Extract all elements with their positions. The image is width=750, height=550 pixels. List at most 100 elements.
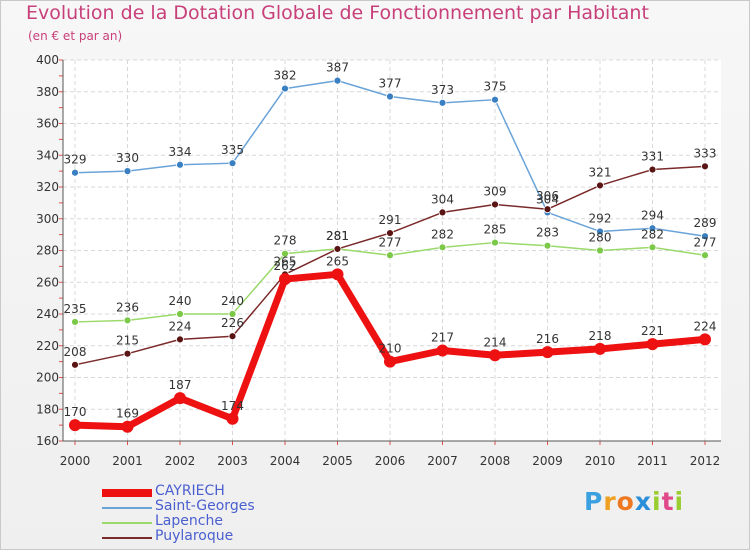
data-label: 265	[326, 254, 349, 268]
data-point	[281, 249, 289, 258]
data-label: 304	[536, 192, 559, 206]
data-label: 291	[379, 213, 402, 227]
proxiti-logo: Proxiti	[584, 487, 684, 516]
x-tick-label: 2004	[270, 454, 301, 468]
data-point	[331, 268, 344, 281]
data-label: 387	[326, 61, 349, 75]
legend-swatch-saint-georges	[102, 506, 152, 509]
data-label: 215	[116, 334, 139, 348]
data-point	[436, 344, 449, 357]
data-label: 236	[116, 300, 139, 314]
data-point	[491, 200, 499, 209]
data-point	[174, 392, 186, 405]
data-point	[123, 167, 132, 176]
data-point	[176, 310, 184, 318]
x-tick-label: 2003	[217, 454, 248, 468]
data-label: 309	[484, 184, 507, 198]
data-point	[489, 349, 501, 362]
data-point	[541, 346, 554, 359]
y-tick-label: 200	[36, 371, 59, 385]
data-point	[228, 159, 237, 168]
data-point	[71, 168, 79, 177]
legend-label-cayriech: CAYRIECH	[155, 483, 225, 499]
data-point	[701, 232, 709, 241]
data-label: 240	[169, 294, 192, 308]
data-label: 169	[116, 407, 139, 421]
data-label: 304	[431, 192, 454, 206]
data-point	[71, 318, 79, 326]
data-point	[701, 162, 709, 171]
data-point	[176, 160, 184, 169]
data-label: 278	[274, 234, 297, 248]
y-tick-label: 300	[36, 212, 59, 226]
data-label: 210	[379, 342, 402, 356]
data-label: 282	[431, 227, 454, 241]
data-label: 265	[274, 254, 297, 268]
data-label: 277	[379, 235, 402, 249]
data-point	[123, 316, 132, 325]
data-point	[228, 332, 237, 341]
logo-letter: i	[652, 487, 662, 516]
data-point	[69, 419, 81, 432]
data-point	[594, 342, 606, 355]
data-label: 208	[64, 345, 87, 359]
y-tick-label: 360	[36, 117, 59, 131]
legend-swatch-puylaroque	[102, 536, 152, 539]
data-label: 240	[221, 294, 244, 308]
data-label: 335	[221, 143, 244, 157]
x-tick-label: 2011	[637, 454, 668, 468]
data-point	[279, 273, 291, 286]
data-point	[491, 95, 499, 104]
data-label: 224	[694, 319, 717, 333]
data-point	[491, 238, 499, 247]
data-point	[123, 349, 132, 358]
data-label: 262	[274, 259, 297, 273]
x-tick-label: 2006	[375, 454, 406, 468]
data-point	[384, 355, 396, 368]
data-label: 321	[589, 165, 612, 179]
data-label: 218	[589, 329, 612, 343]
y-tick-label: 260	[36, 275, 59, 289]
logo-letter: o	[616, 487, 635, 516]
data-label: 382	[274, 69, 297, 83]
x-tick-label: 2008	[480, 454, 511, 468]
data-label: 334	[169, 145, 192, 159]
x-tick-label: 2012	[690, 454, 721, 468]
logo-letter: i	[674, 487, 685, 516]
data-label: 187	[169, 378, 192, 392]
data-label: 214	[484, 335, 507, 349]
data-point	[543, 205, 552, 214]
data-point	[333, 76, 342, 85]
chart-title: Evolution de la Dotation Globale de Fonc…	[26, 2, 649, 24]
data-point	[386, 92, 394, 101]
y-tick-label: 400	[36, 53, 59, 67]
data-point	[543, 241, 552, 250]
logo-letter: x	[634, 487, 652, 516]
data-label: 224	[169, 319, 192, 333]
data-label: 292	[589, 211, 612, 225]
data-label: 377	[379, 77, 402, 91]
data-point	[596, 246, 604, 255]
legend-label-saint-georges: Saint-Georges	[155, 498, 255, 514]
data-point	[438, 98, 447, 107]
data-point	[121, 420, 134, 433]
data-label: 306	[536, 189, 559, 203]
data-label: 330	[116, 151, 139, 165]
data-label: 226	[221, 316, 244, 330]
data-label: 329	[64, 153, 87, 167]
data-label: 170	[64, 405, 87, 419]
y-tick-label: 240	[36, 307, 59, 321]
x-tick-label: 2010	[585, 454, 616, 468]
data-point	[596, 181, 604, 190]
data-point	[281, 84, 289, 93]
x-tick-label: 2007	[427, 454, 458, 468]
logo-letter: t	[661, 487, 675, 516]
legend-label-puylaroque: Puylaroque	[155, 528, 234, 544]
logo-letter: P	[584, 487, 604, 516]
y-tick-label: 280	[36, 244, 59, 258]
data-label: 282	[641, 227, 664, 241]
data-label: 373	[431, 83, 454, 97]
data-point	[701, 251, 709, 260]
data-label: 331	[641, 150, 664, 164]
data-point	[386, 251, 394, 260]
